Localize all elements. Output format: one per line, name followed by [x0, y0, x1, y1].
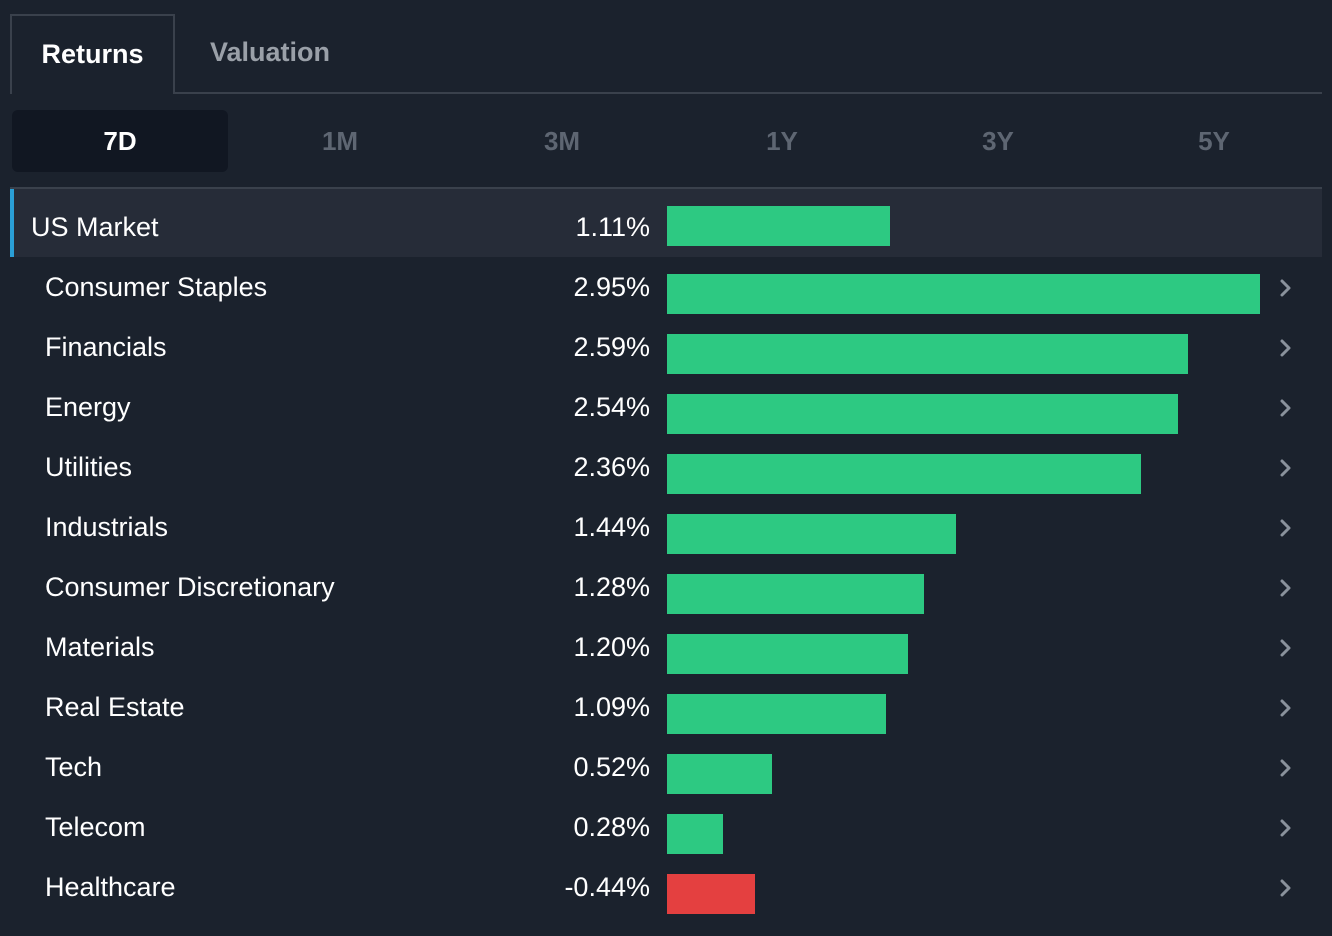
row-label: Consumer Staples	[45, 272, 268, 302]
row-label: Energy	[45, 392, 131, 422]
period-3y-button[interactable]: 3Y	[982, 126, 1014, 156]
sector-row-industrials[interactable]: Industrials 1.44%	[10, 497, 1322, 557]
row-label: Consumer Discretionary	[45, 572, 335, 602]
period-1m-button[interactable]: 1M	[321, 126, 359, 156]
row-value: 2.95%	[573, 272, 650, 302]
row-value: 0.28%	[573, 812, 650, 842]
bar-real-estate	[667, 694, 886, 734]
chevron-right-icon[interactable]	[1278, 273, 1294, 303]
row-value: 1.09%	[573, 692, 650, 722]
row-value: 1.11%	[575, 212, 650, 242]
period-7d-button[interactable]: 7D	[12, 110, 228, 172]
bar-telecom	[667, 814, 723, 854]
period-3m-button[interactable]: 3M	[543, 126, 581, 156]
divider	[10, 187, 1322, 189]
row-value: 2.54%	[573, 392, 650, 422]
bar-utilities	[667, 454, 1141, 494]
chevron-right-icon[interactable]	[1278, 333, 1294, 363]
row-label: Industrials	[45, 512, 169, 542]
bar-tech	[667, 754, 772, 794]
sector-row-real-estate[interactable]: Real Estate 1.09%	[10, 677, 1322, 737]
row-label: US Market	[31, 212, 159, 242]
sector-row-tech[interactable]: Tech 0.52%	[10, 737, 1322, 797]
bar-energy	[667, 394, 1178, 434]
view-tabs: Returns Valuation	[10, 14, 1322, 94]
bar-consumer-staples	[667, 274, 1260, 314]
row-label: Materials	[45, 632, 155, 662]
chevron-right-icon[interactable]	[1278, 573, 1294, 603]
row-value: 1.20%	[573, 632, 650, 662]
period-1y-button[interactable]: 1Y	[766, 126, 798, 156]
row-value: 2.36%	[573, 452, 650, 482]
sector-row-telecom[interactable]: Telecom 0.28%	[10, 797, 1322, 857]
row-value: 2.59%	[573, 332, 650, 362]
market-row: US Market 1.11%	[10, 189, 1322, 257]
tab-valuation[interactable]: Valuation	[209, 37, 331, 67]
row-label: Telecom	[45, 812, 146, 842]
row-value: 0.52%	[573, 752, 650, 782]
sector-row-financials[interactable]: Financials 2.59%	[10, 317, 1322, 377]
row-value: 1.28%	[573, 572, 650, 602]
bar-industrials	[667, 514, 956, 554]
chevron-right-icon[interactable]	[1278, 453, 1294, 483]
chevron-right-icon[interactable]	[1278, 393, 1294, 423]
period-selector: 7D 1M 3M 1Y 3Y 5Y	[12, 110, 1322, 172]
row-label: Real Estate	[45, 692, 185, 722]
period-5y-button[interactable]: 5Y	[1198, 126, 1230, 156]
bar-consumer-discretionary	[667, 574, 924, 614]
bar-us-market	[667, 206, 890, 246]
sector-row-materials[interactable]: Materials 1.20%	[10, 617, 1322, 677]
sector-row-consumer-discretionary[interactable]: Consumer Discretionary 1.28%	[10, 557, 1322, 617]
sector-row-consumer-staples[interactable]: Consumer Staples 2.95%	[10, 257, 1322, 317]
sector-row-energy[interactable]: Energy 2.54%	[10, 377, 1322, 437]
sector-returns-list: US Market 1.11% Consumer Staples 2.95% Finan…	[10, 189, 1322, 917]
tab-returns[interactable]: Returns	[10, 14, 175, 94]
chevron-right-icon[interactable]	[1278, 813, 1294, 843]
chevron-right-icon[interactable]	[1278, 693, 1294, 723]
bar-healthcare	[667, 874, 755, 914]
row-label: Financials	[45, 332, 167, 362]
sector-row-healthcare[interactable]: Healthcare -0.44%	[10, 857, 1322, 917]
row-value: -0.44%	[564, 872, 650, 902]
row-label: Utilities	[45, 452, 133, 482]
row-label: Healthcare	[45, 872, 176, 902]
bar-financials	[667, 334, 1188, 374]
chevron-right-icon[interactable]	[1278, 753, 1294, 783]
row-value: 1.44%	[573, 512, 650, 542]
chevron-right-icon[interactable]	[1278, 513, 1294, 543]
chevron-right-icon[interactable]	[1278, 873, 1294, 903]
bar-materials	[667, 634, 908, 674]
row-label: Tech	[45, 752, 103, 782]
sector-row-utilities[interactable]: Utilities 2.36%	[10, 437, 1322, 497]
chevron-right-icon[interactable]	[1278, 633, 1294, 663]
